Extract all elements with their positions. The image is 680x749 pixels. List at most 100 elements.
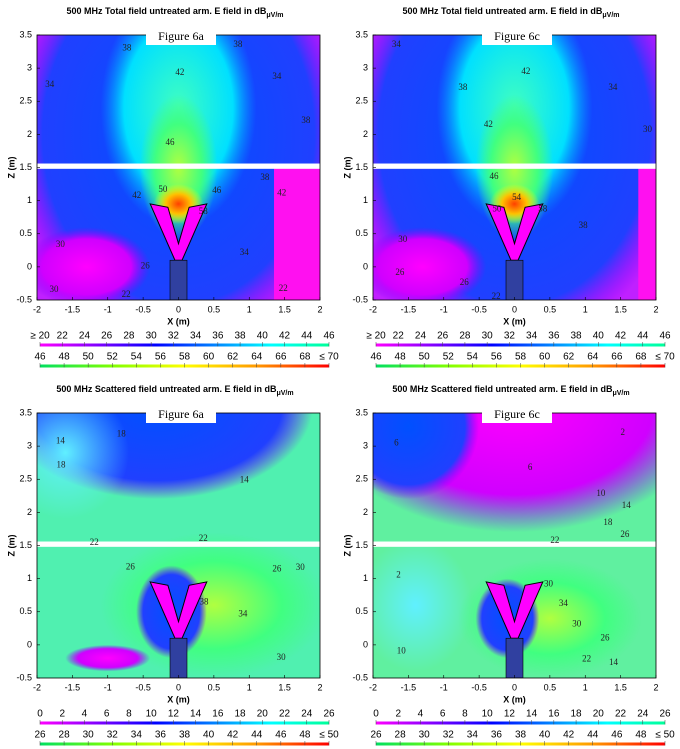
colorbar-tick-label: 28 [59, 730, 71, 741]
colorbar-tick-label: ≤ 70 [319, 352, 339, 363]
colorbar-tick-label: 48 [395, 352, 407, 363]
colorbar-tick-label: 58 [179, 352, 191, 363]
title-subscript: μV/m [612, 390, 629, 397]
colorbar-tick-label: ≥ 20 [30, 331, 50, 342]
contour-label: 22 [122, 289, 131, 299]
y-tick-label: -0.5 [352, 672, 368, 682]
colorbar-tick-label: 44 [251, 730, 263, 741]
title-text: 500 MHz Scattered field untreated arm. E… [56, 384, 277, 394]
antenna [149, 203, 208, 261]
colorbar-tick-label: 54 [467, 352, 479, 363]
colorbar-tick-label: 30 [146, 331, 158, 342]
colorbar-tick-label: 38 [179, 730, 191, 741]
chart-title: 500 MHz Scattered field untreated arm. E… [56, 384, 293, 396]
contour-label: 30 [643, 124, 653, 134]
x-tick-label: 0.5 [544, 304, 557, 314]
colorbar-tick-label: 28 [459, 331, 471, 342]
chart-title: 500 MHz Total field untreated arm. E fie… [67, 6, 284, 18]
antenna-base [505, 637, 524, 678]
contour-label: 14 [622, 500, 632, 510]
x-tick-label: -0.5 [135, 682, 151, 692]
x-tick-label: 1.5 [278, 682, 291, 692]
colorbar-tick-label: 6 [440, 709, 446, 720]
title-subscript: μV/m [266, 12, 283, 19]
y-tick-label: -0.5 [16, 672, 32, 682]
contour-label: 30 [49, 284, 59, 294]
y-axis-label: Z (m) [6, 535, 16, 557]
colorbar-tick-label: 40 [539, 730, 551, 741]
figure-label: Figure 6a [158, 407, 204, 421]
x-axis-label: X (m) [503, 316, 526, 326]
colorbar-tick-label: 18 [235, 709, 247, 720]
y-tick-label: 1.5 [19, 540, 32, 550]
title-text: 500 MHz Total field untreated arm. E fie… [67, 6, 267, 16]
contour-label: 34 [272, 71, 282, 81]
contour-label: 26 [141, 260, 151, 270]
colorbar-tick-label: 10 [146, 709, 158, 720]
y-tick-label: 2 [363, 129, 368, 139]
y-tick-label: 1 [27, 573, 32, 583]
colorbar-tick-label: 42 [279, 331, 291, 342]
panel-gap [371, 163, 658, 169]
colorbar-tick-label: 10 [482, 709, 494, 720]
x-tick-label: -1 [440, 304, 448, 314]
x-tick-label: 0 [512, 682, 517, 692]
x-tick-label: -2 [369, 304, 377, 314]
y-tick-label: 0 [27, 639, 32, 649]
colorbar-tick-label: 46 [611, 730, 623, 741]
colorbar-tick-label: 56 [155, 352, 167, 363]
x-tick-label: 0.5 [208, 304, 221, 314]
colorbar-tick-label: 64 [251, 352, 263, 363]
x-tick-label: 1 [583, 304, 588, 314]
colorbar-tick-label: 22 [279, 709, 291, 720]
y-tick-label: 1 [363, 573, 368, 583]
contour-label: 38 [260, 172, 270, 182]
contour-label: 22 [279, 283, 288, 293]
panel-gap [35, 163, 322, 169]
title-subscript: μV/m [602, 12, 619, 19]
x-tick-label: 2 [317, 682, 322, 692]
figure-label: Figure 6c [494, 407, 540, 421]
contour-label: 10 [596, 488, 606, 498]
colorbar-tick-label: 30 [482, 331, 494, 342]
field-region [638, 167, 656, 300]
contour-label: 6 [394, 438, 399, 448]
x-tick-label: -2 [33, 682, 41, 692]
field [37, 413, 320, 678]
contour-label: 38 [122, 42, 132, 52]
colorbar-tick-label: 14 [526, 709, 538, 720]
x-tick-label: 0 [512, 304, 517, 314]
colorbar-tick-label: 46 [275, 730, 287, 741]
contour-label: 22 [199, 533, 208, 543]
colorbar-tick-label: 6 [104, 709, 110, 720]
colorbar-tick-label: 32 [168, 331, 180, 342]
contour-label: 38 [579, 220, 589, 230]
contour-label: 30 [56, 239, 66, 249]
colorbar-tick-label: 64 [587, 352, 599, 363]
field-region [274, 167, 320, 300]
title-text: 500 MHz Total field untreated arm. E fie… [403, 6, 603, 16]
contour-label: 18 [57, 459, 67, 469]
colorbar-tick-label: 14 [190, 709, 202, 720]
colorbar-tick-label: 42 [615, 331, 627, 342]
field-region [65, 644, 151, 672]
x-tick-label: -1.5 [65, 682, 81, 692]
colorbar [376, 343, 665, 347]
y-tick-label: 2.5 [355, 96, 368, 106]
colorbar-tick-label: 26 [659, 709, 671, 720]
colorbar-tick-label: 66 [275, 352, 287, 363]
colorbar-tick-label: 46 [659, 331, 671, 342]
contour-label: 22 [582, 654, 591, 664]
colorbar-tick-label: 2 [59, 709, 65, 720]
y-tick-label: 2.5 [355, 474, 368, 484]
contour-label: 30 [296, 562, 306, 572]
x-tick-label: -1 [104, 304, 112, 314]
colorbar-tick-label: 62 [227, 352, 239, 363]
x-tick-label: -2 [33, 304, 41, 314]
figure-label: Figure 6c [494, 29, 540, 43]
x-tick-label: 0.5 [544, 682, 557, 692]
contour-label: 22 [550, 535, 559, 545]
y-tick-label: 3 [363, 63, 368, 73]
x-tick-label: 0 [176, 682, 181, 692]
x-tick-label: -1.5 [65, 304, 81, 314]
